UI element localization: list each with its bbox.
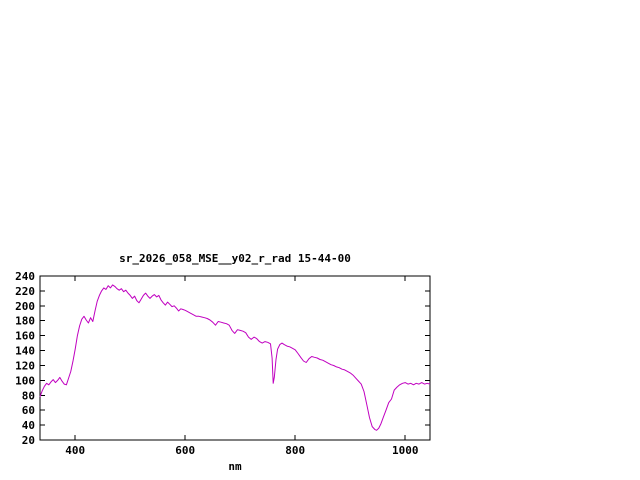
x-tick-label: 1000 <box>392 444 419 457</box>
axis-ticks <box>40 275 430 441</box>
y-tick-label: 40 <box>22 419 35 432</box>
x-tick-label: 800 <box>285 444 305 457</box>
y-tick-label: 120 <box>15 359 35 372</box>
spectrum-line <box>39 284 431 431</box>
chart-title: sr_2026_058_MSE__y02_r_rad 15-44-00 <box>119 252 351 265</box>
y-tick-label: 160 <box>15 330 35 343</box>
y-tick-label: 200 <box>15 300 35 313</box>
y-tick-label: 20 <box>22 434 35 447</box>
y-tick-label: 60 <box>22 404 35 417</box>
y-tick-label: 80 <box>22 389 35 402</box>
x-axis-label: nm <box>228 460 242 473</box>
y-tick-label: 140 <box>15 345 35 358</box>
x-tick-label: 600 <box>175 444 195 457</box>
y-tick-label: 220 <box>15 285 35 298</box>
plot-border <box>39 275 431 441</box>
y-tick-label: 240 <box>15 270 35 283</box>
y-tick-label: 180 <box>15 315 35 328</box>
x-tick-label: 400 <box>65 444 85 457</box>
y-tick-label: 100 <box>15 374 35 387</box>
